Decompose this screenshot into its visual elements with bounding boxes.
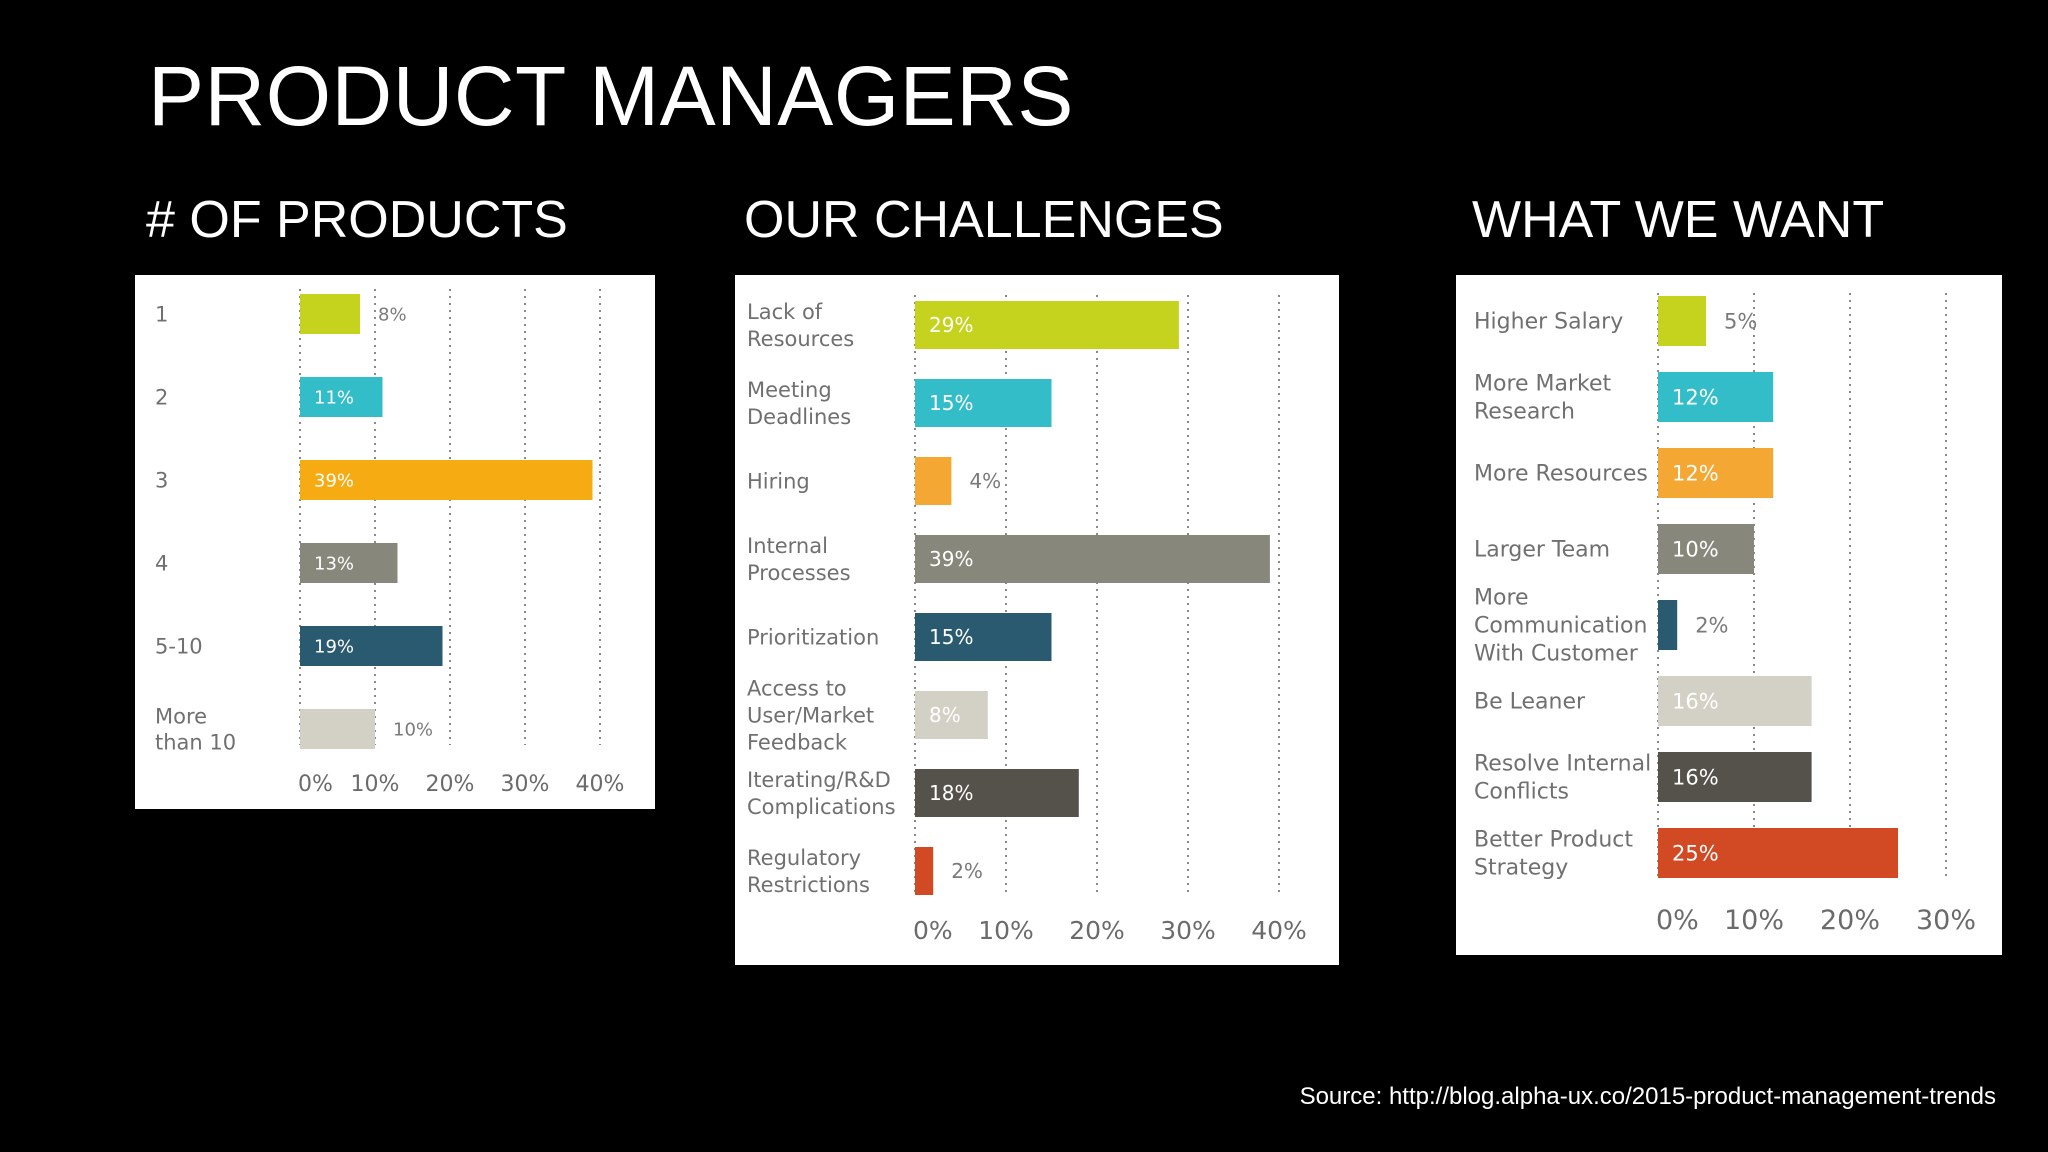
products-chart: 0% 10% 20% 30% 40% 1 8% 2 11% 3 39% 4 13% 5-10 19% More…	[155, 289, 625, 797]
value-label: 29%	[929, 313, 973, 337]
x-tick-label: 40%	[1251, 916, 1307, 945]
want-chart: 0% 10% 20% 30% Higher Salary 5% More Market Res…	[1474, 293, 1976, 936]
category-label: Internal Processes	[747, 534, 851, 585]
bar	[915, 535, 1270, 583]
bar	[300, 377, 383, 417]
category-label: Lack of Resources	[747, 300, 854, 351]
category-label: Be Leaner	[1474, 690, 1586, 715]
want-chart-panel: 0% 10% 20% 30% Higher Salary 5% More Market Res…	[1456, 275, 2002, 955]
value-label: 5%	[1724, 310, 1757, 334]
category-label: Access to User/Market Feedback	[747, 676, 874, 754]
value-label: 18%	[929, 781, 973, 805]
x-tick-label: 0%	[298, 772, 333, 797]
bar	[1658, 524, 1754, 574]
bar	[1658, 600, 1678, 650]
value-label: 11%	[314, 387, 354, 408]
value-label: 39%	[314, 470, 354, 491]
products-chart-panel: 0% 10% 20% 30% 40% 1 8% 2 11% 3 39% 4 13% 5-10 19% More…	[135, 275, 655, 809]
value-label: 25%	[1672, 842, 1719, 866]
value-label: 15%	[929, 391, 973, 415]
slide-title: PRODUCT MANAGERS	[148, 49, 1074, 143]
x-tick-label: 10%	[978, 916, 1034, 945]
category-label: Meeting Deadlines	[747, 378, 851, 429]
bar	[915, 301, 1179, 349]
value-label: 19%	[314, 636, 354, 657]
value-label: 10%	[1672, 538, 1719, 562]
category-label: Regulatory Restrictions	[747, 846, 870, 897]
category-label: Hiring	[747, 469, 810, 493]
category-label: 2	[155, 385, 168, 409]
bar	[1658, 752, 1812, 802]
want-section-title: WHAT WE WANT	[1472, 191, 1885, 249]
bar	[915, 379, 1052, 427]
bar	[915, 613, 1052, 661]
bar	[300, 709, 375, 749]
bar	[300, 460, 593, 500]
value-label: 8%	[378, 304, 407, 325]
bar	[300, 294, 360, 334]
challenges-chart: 0% 10% 20% 30% 40% Lack of Resources 29% Meeting…	[747, 295, 1307, 945]
value-label: 16%	[1672, 690, 1719, 714]
bar	[915, 847, 934, 895]
bar	[300, 626, 443, 666]
category-label: 1	[155, 302, 168, 326]
category-label: 4	[155, 551, 168, 575]
value-label: 10%	[393, 719, 433, 740]
x-tick-label: 0%	[1656, 905, 1699, 936]
value-label: 2%	[1695, 614, 1728, 638]
bar	[300, 543, 398, 583]
x-tick-label: 20%	[1820, 905, 1880, 936]
value-label: 12%	[1672, 462, 1719, 486]
category-label: Prioritization	[747, 625, 879, 649]
value-label: 13%	[314, 553, 354, 574]
value-label: 16%	[1672, 766, 1719, 790]
challenges-section-title: OUR CHALLENGES	[744, 191, 1224, 249]
x-tick-label: 30%	[1916, 905, 1976, 936]
category-label: More Market Research	[1474, 372, 1612, 425]
category-label: More than 10	[155, 704, 236, 754]
x-tick-label: 30%	[1160, 916, 1216, 945]
products-section-title: # OF PRODUCTS	[146, 191, 568, 249]
value-label: 2%	[951, 859, 983, 883]
x-tick-label: 40%	[576, 772, 625, 797]
category-label: 3	[155, 468, 168, 492]
category-label: Iterating/R&D Complications	[747, 768, 896, 819]
x-tick-label: 20%	[1069, 916, 1125, 945]
value-label: 39%	[929, 547, 973, 571]
bar	[915, 457, 952, 505]
x-tick-label: 20%	[426, 772, 475, 797]
value-label: 15%	[929, 625, 973, 649]
value-label: 4%	[969, 469, 1001, 493]
category-label: 5-10	[155, 634, 203, 658]
value-label: 12%	[1672, 386, 1719, 410]
value-label: 8%	[929, 703, 961, 727]
x-tick-label: 30%	[501, 772, 550, 797]
x-tick-label: 0%	[913, 916, 953, 945]
bar	[1658, 448, 1774, 498]
category-label: Better Product Strategy	[1474, 828, 1633, 881]
bar	[1658, 676, 1812, 726]
source-citation: Source: http://blog.alpha-ux.co/2015-pro…	[1299, 1083, 1996, 1110]
category-label: More Communication With Customer	[1474, 586, 1647, 667]
bar	[915, 769, 1079, 817]
category-label: Resolve Internal Conflicts	[1474, 752, 1651, 805]
bar	[1658, 372, 1774, 422]
x-tick-label: 10%	[351, 772, 400, 797]
bar	[1658, 828, 1898, 878]
bar	[915, 691, 988, 739]
category-label: Higher Salary	[1474, 310, 1623, 335]
bar	[1658, 296, 1706, 346]
challenges-chart-panel: 0% 10% 20% 30% 40% Lack of Resources 29% Meeting…	[735, 275, 1339, 965]
category-label: More Resources	[1474, 462, 1648, 487]
x-tick-label: 10%	[1724, 905, 1784, 936]
category-label: Larger Team	[1474, 538, 1610, 563]
